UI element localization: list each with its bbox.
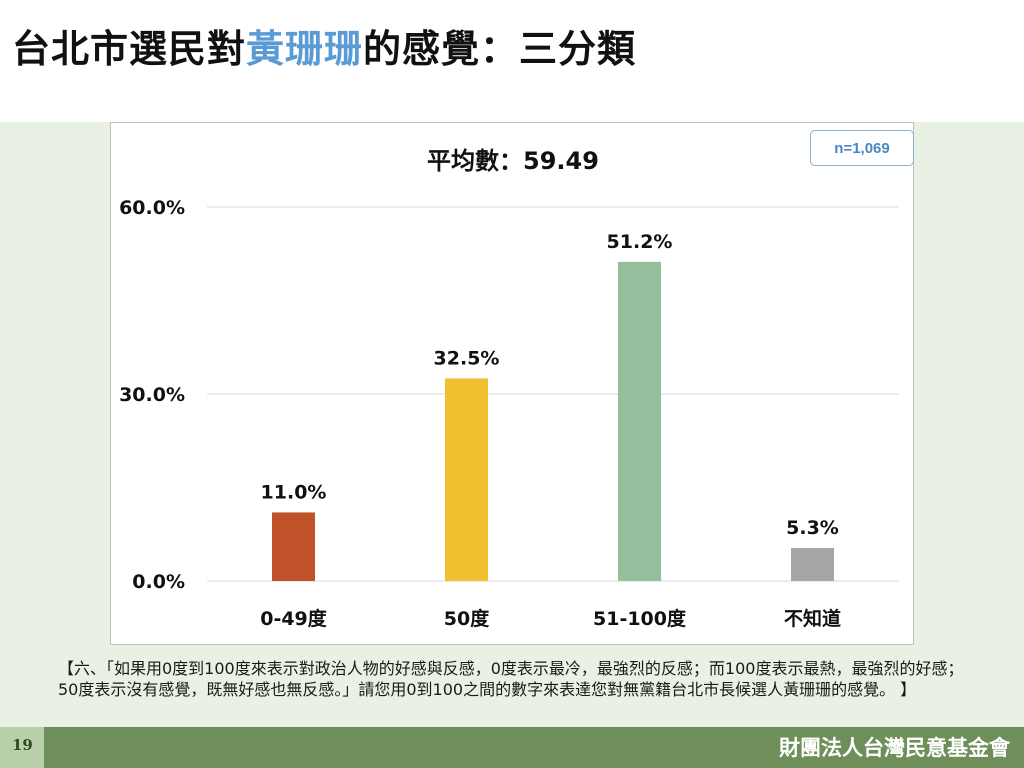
data-label: 32.5% (434, 347, 500, 369)
footer-page-block (0, 727, 44, 768)
data-label: 51.2% (607, 231, 673, 253)
page-number: 19 (12, 736, 33, 754)
bar (445, 378, 488, 581)
organization-name: 財團法人台灣民意基金會 (779, 736, 1010, 760)
footer-bar (0, 727, 1024, 768)
slide-title: 台北市選民對黃珊珊的感覺：三分類 (12, 18, 636, 73)
title-highlight-name: 黃珊珊 (246, 27, 364, 71)
question-note: 【六、「如果用0度到100度來表示對政治人物的好感與反感，0度表示最冷，最強烈的… (58, 659, 964, 699)
data-label: 5.3% (786, 517, 839, 539)
chart-panel: 平均數：59.49 0.0% 30.0% 60.0% 11.0% 0-49度 32.5% 50… (110, 122, 914, 645)
x-tick-label: 51-100度 (593, 607, 687, 630)
y-tick-label: 30.0% (119, 384, 185, 406)
title-prefix: 台北市選民對 (12, 27, 247, 71)
x-tick-label: 50度 (444, 607, 490, 630)
y-tick-label: 60.0% (119, 197, 185, 219)
bar (618, 261, 661, 581)
x-tick-label: 不知道 (784, 607, 841, 630)
y-tick-label: 0.0% (132, 571, 185, 593)
title-suffix: 的感覺：三分類 (363, 27, 637, 71)
bar (791, 547, 834, 581)
x-tick-label: 0-49度 (260, 607, 328, 630)
bar (272, 512, 315, 581)
data-label: 11.0% (261, 481, 327, 503)
sample-size-badge: n=1,069 (810, 130, 914, 166)
bar-chart: 平均數：59.49 0.0% 30.0% 60.0% 11.0% 0-49度 32.5% 50… (119, 147, 899, 630)
chart-title: 平均數：59.49 (427, 147, 599, 175)
